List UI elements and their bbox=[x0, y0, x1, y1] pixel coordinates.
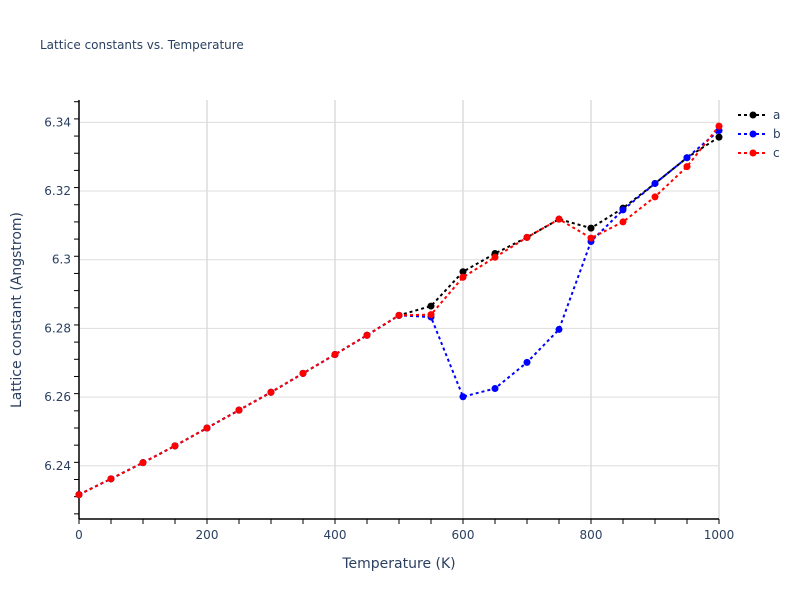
data-series bbox=[75, 122, 723, 499]
data-point-marker bbox=[587, 234, 595, 242]
data-point-marker bbox=[107, 475, 115, 483]
data-point-marker bbox=[139, 459, 147, 467]
data-point-marker bbox=[459, 273, 467, 281]
data-point-marker bbox=[555, 325, 563, 333]
data-point-marker bbox=[459, 393, 467, 401]
y-tick-label: 6.34 bbox=[44, 115, 71, 129]
data-point-marker bbox=[235, 406, 243, 414]
x-tick-label: 0 bbox=[75, 528, 83, 542]
data-point-marker bbox=[395, 311, 403, 319]
x-axis-title: Temperature (K) bbox=[341, 556, 455, 572]
y-tick-label: 6.3 bbox=[52, 253, 71, 267]
data-point-marker bbox=[203, 424, 211, 432]
x-tick-label: 400 bbox=[324, 528, 347, 542]
data-point-marker bbox=[683, 163, 691, 171]
data-point-marker bbox=[619, 206, 627, 214]
data-point-marker bbox=[363, 331, 371, 339]
data-point-marker bbox=[491, 384, 499, 392]
legend-marker-icon bbox=[749, 130, 757, 138]
data-point-marker bbox=[299, 369, 307, 377]
legend-label: c bbox=[773, 146, 780, 160]
data-point-marker bbox=[555, 215, 563, 223]
legend-item-b[interactable]: b bbox=[738, 127, 781, 141]
y-tick-label: 6.24 bbox=[44, 459, 71, 473]
data-point-marker bbox=[427, 302, 435, 310]
data-point-marker bbox=[427, 311, 435, 319]
x-tick-label: 600 bbox=[452, 528, 475, 542]
x-tick-label: 1000 bbox=[704, 528, 735, 542]
data-point-marker bbox=[267, 388, 275, 396]
series-line bbox=[78, 125, 720, 496]
data-point-marker bbox=[619, 218, 627, 226]
x-tick-label: 800 bbox=[580, 528, 603, 542]
legend-marker-icon bbox=[749, 111, 757, 119]
data-point-marker bbox=[715, 122, 723, 130]
axes: 0 200 400 600 800 1000 6.24 6.26 6.28 6.3 6.32 6.34 bbox=[44, 100, 734, 542]
data-point-marker bbox=[491, 253, 499, 261]
legend-item-c[interactable]: c bbox=[738, 146, 780, 160]
y-tick-label: 6.26 bbox=[44, 390, 71, 404]
y-axis-title: Lattice constant (Angstrom) bbox=[9, 212, 25, 408]
y-tick-label: 6.28 bbox=[44, 321, 71, 335]
legend-label: b bbox=[773, 127, 781, 141]
data-point-marker bbox=[331, 350, 339, 358]
grid-lines bbox=[79, 100, 720, 519]
data-point-marker bbox=[587, 224, 595, 232]
data-point-marker bbox=[171, 442, 179, 450]
data-point-marker bbox=[523, 358, 531, 366]
data-point-marker bbox=[651, 179, 659, 187]
legend[interactable]: abc bbox=[738, 108, 781, 160]
data-point-marker bbox=[459, 268, 467, 276]
data-point-marker bbox=[715, 133, 723, 141]
data-point-marker bbox=[683, 154, 691, 162]
y-tick-label: 6.32 bbox=[44, 184, 71, 198]
series-c bbox=[75, 122, 723, 499]
legend-item-a[interactable]: a bbox=[738, 108, 780, 122]
legend-marker-icon bbox=[749, 149, 757, 157]
legend-label: a bbox=[773, 108, 780, 122]
data-point-marker bbox=[651, 193, 659, 201]
data-point-marker bbox=[523, 233, 531, 241]
x-tick-label: 200 bbox=[196, 528, 219, 542]
chart-title: Lattice constants vs. Temperature bbox=[40, 38, 244, 52]
data-point-marker bbox=[75, 491, 83, 499]
